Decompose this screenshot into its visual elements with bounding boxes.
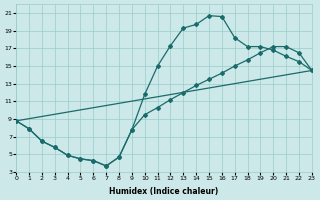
X-axis label: Humidex (Indice chaleur): Humidex (Indice chaleur) bbox=[109, 187, 219, 196]
